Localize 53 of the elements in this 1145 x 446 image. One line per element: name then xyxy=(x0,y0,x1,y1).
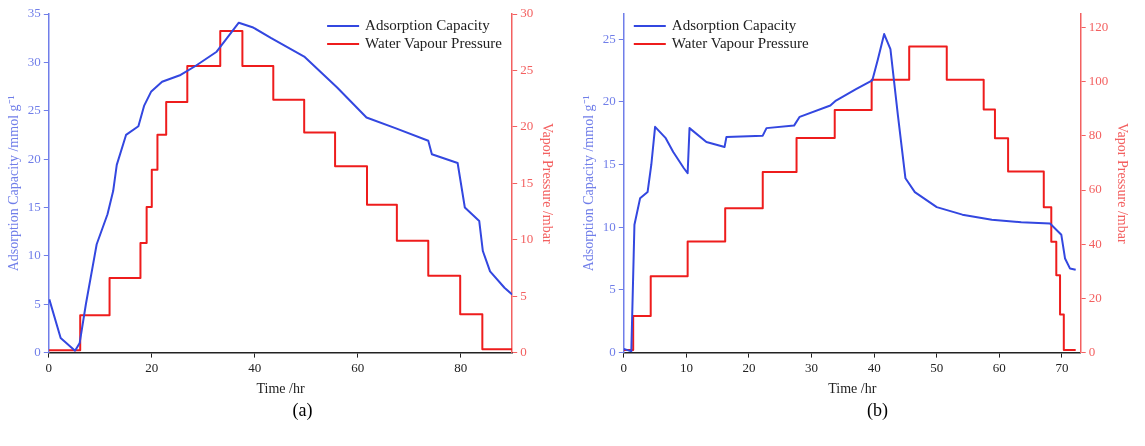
x-tick-label: 20 xyxy=(145,359,159,375)
legend-label: Water Vapour Pressure xyxy=(671,34,809,51)
x-tick-label: 10 xyxy=(679,359,693,375)
y2-tick-label: 15 xyxy=(520,174,534,190)
x-tick-label: 20 xyxy=(742,359,756,375)
y-tick-label: 5 xyxy=(609,281,616,297)
text: (a) xyxy=(291,400,314,421)
y2-tick-label: 120 xyxy=(1088,18,1109,34)
x-tick-label: 80 xyxy=(454,359,468,375)
y2-tick-label: 20 xyxy=(1088,289,1102,305)
y-tick-label: 35 xyxy=(27,5,41,21)
y-tick-label: 0 xyxy=(34,344,41,360)
x-tick-label: 0 xyxy=(620,359,628,375)
y-tick-label: 30 xyxy=(27,53,41,69)
legend-label: Adsorption Capacity xyxy=(671,16,797,33)
y2-tick-label: 30 xyxy=(520,5,534,21)
x-tick-label: 50 xyxy=(930,359,944,375)
y-tick-label: 25 xyxy=(27,102,41,118)
y2-tick-label: 0 xyxy=(1088,344,1096,360)
y-tick-label: 20 xyxy=(602,93,616,109)
y2-tick-label: 100 xyxy=(1088,73,1109,89)
legend-label: Water Vapour Pressure xyxy=(365,34,503,51)
text: (b) xyxy=(866,400,889,421)
x-tick-label: 0 xyxy=(45,359,53,375)
y2-tick-label: 60 xyxy=(1088,181,1102,197)
y-axis-title: Adsorption Capacity /mmol g⁻¹ xyxy=(6,95,22,272)
y-tick-label: 10 xyxy=(602,218,616,234)
y-tick-label: 5 xyxy=(34,295,41,311)
x-tick-label: 60 xyxy=(992,359,1006,375)
x-axis-title: Time /hr xyxy=(256,381,305,397)
x-tick-label: 40 xyxy=(248,359,262,375)
y2-axis-title: Vapor Pressure /mbar xyxy=(539,123,555,244)
y2-tick-label: 10 xyxy=(520,231,534,247)
legend-label: Adsorption Capacity xyxy=(365,16,491,33)
y2-tick-label: 25 xyxy=(520,61,534,77)
y-tick-label: 20 xyxy=(27,150,41,166)
y2-axis-title: Vapor Pressure /mbar xyxy=(1114,123,1130,244)
y2-tick-label: 0 xyxy=(520,344,527,360)
y-tick-label: 15 xyxy=(27,198,41,214)
y-axis-title: Adsorption Capacity /mmol g⁻¹ xyxy=(581,95,597,272)
y-tick-label: 0 xyxy=(609,344,616,360)
y-tick-label: 25 xyxy=(602,30,616,46)
x-tick-label: 70 xyxy=(1055,359,1069,375)
y2-tick-label: 80 xyxy=(1088,127,1102,143)
y2-tick-label: 20 xyxy=(520,118,534,134)
y2-tick-label: 40 xyxy=(1088,235,1102,251)
y2-tick-label: 5 xyxy=(520,287,527,303)
x-axis-title: Time /hr xyxy=(828,381,877,397)
x-tick-label: 30 xyxy=(805,359,819,375)
y-tick-label: 10 xyxy=(27,247,41,263)
x-tick-label: 40 xyxy=(867,359,881,375)
x-tick-label: 60 xyxy=(351,359,365,375)
y-tick-label: 15 xyxy=(602,155,616,171)
